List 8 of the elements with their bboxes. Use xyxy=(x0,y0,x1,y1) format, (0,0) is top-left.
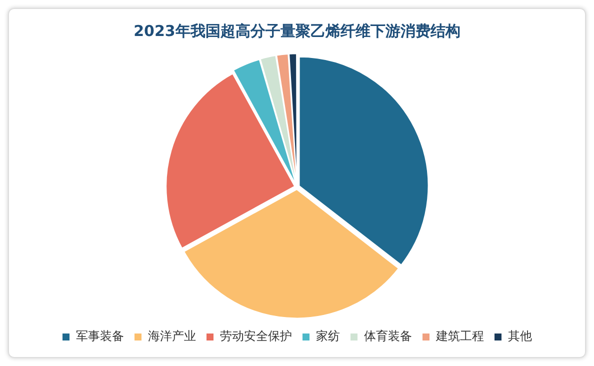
legend-label: 其他 xyxy=(508,329,532,344)
legend-label: 体育装备 xyxy=(364,329,412,344)
legend-label: 军事装备 xyxy=(76,329,124,344)
legend-label: 建筑工程 xyxy=(435,329,484,344)
legend-label: 家纺 xyxy=(316,329,340,344)
legend-label: 海洋产业 xyxy=(148,329,196,344)
legend-label: 劳动安全保护 xyxy=(220,329,292,344)
chart-title: 2023年我国超高分子量聚乙烯纤维下游消费结构 xyxy=(134,22,460,40)
